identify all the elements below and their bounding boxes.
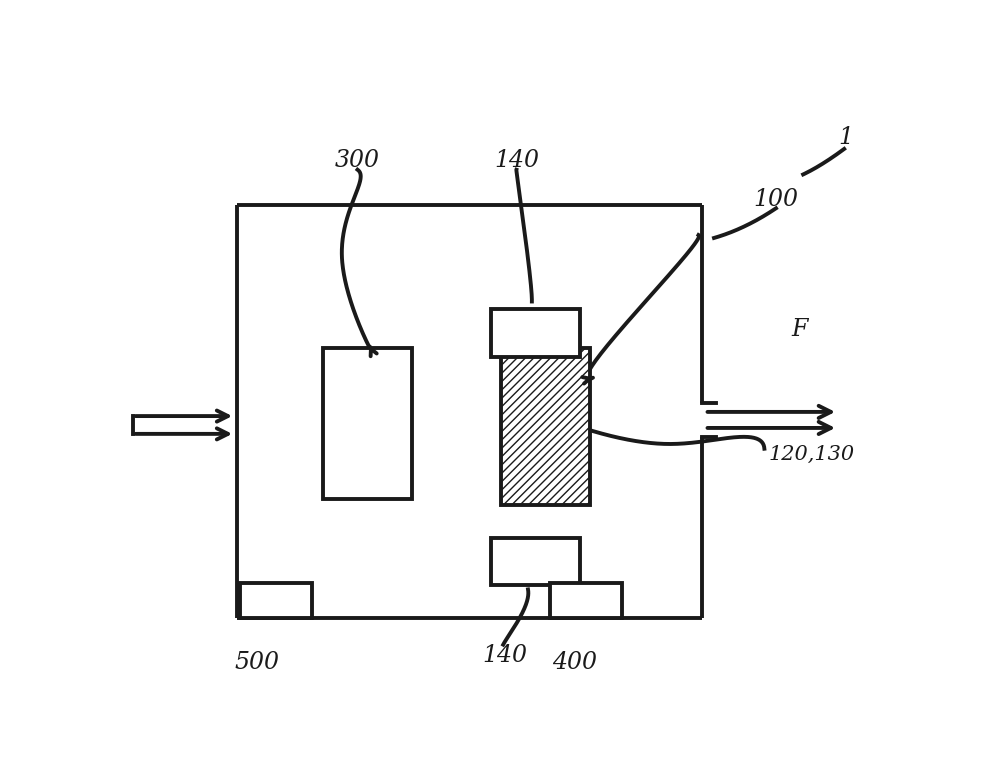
Bar [491, 538, 580, 585]
Text: 140: 140 [482, 644, 527, 667]
Text: 300: 300 [335, 150, 380, 172]
Text: 1: 1 [838, 126, 853, 149]
Bar [501, 348, 590, 505]
Bar [240, 584, 312, 618]
Bar [323, 348, 412, 499]
Text: 400: 400 [552, 651, 597, 674]
Text: 140: 140 [494, 150, 539, 172]
Text: 100: 100 [754, 188, 798, 211]
Bar [491, 309, 580, 357]
Text: 500: 500 [234, 651, 279, 674]
Bar [550, 584, 622, 618]
Text: 120,130: 120,130 [768, 445, 854, 464]
Text: F: F [791, 318, 807, 342]
